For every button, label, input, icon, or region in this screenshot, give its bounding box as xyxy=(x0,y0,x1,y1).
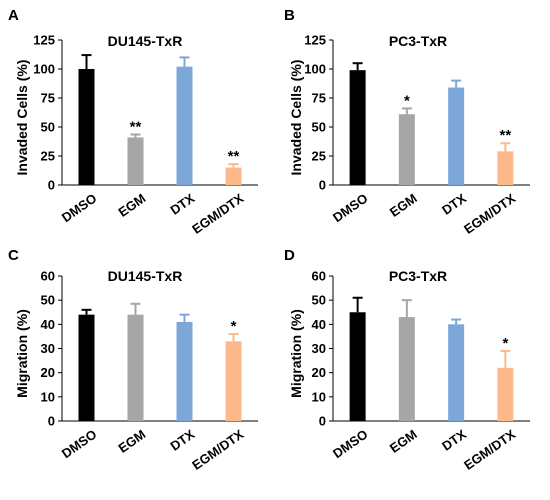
x-tick-label-egm: EGM xyxy=(387,191,420,220)
y-tick-label: 50 xyxy=(41,293,55,308)
y-tick-label: 100 xyxy=(304,62,326,77)
panel-d: D PC3-TxR Migration (%) 0 10 20 30 40 50 60 DMSO EG… xyxy=(284,247,530,473)
bar-egm xyxy=(127,137,144,185)
x-tick-label-egm: EGM xyxy=(116,191,149,220)
y-axis-label: Invaded Cells (%) xyxy=(288,60,304,176)
bar-dmso xyxy=(78,69,95,185)
x-tick-label-egm: EGM xyxy=(387,427,420,456)
x-tick-label-egm: EGM xyxy=(116,427,149,456)
panel-letter: B xyxy=(284,7,295,24)
chart-title: DU145-TxR xyxy=(108,33,183,49)
x-tick-label-egm-dtx: EGM/DTX xyxy=(461,426,518,472)
y-tick-label: 0 xyxy=(48,414,55,429)
y-tick-label: 50 xyxy=(312,293,326,308)
bar-dtx xyxy=(448,87,465,185)
y-axis-label: Migration (%) xyxy=(14,309,30,398)
y-tick-label: 30 xyxy=(312,341,326,356)
y-tick-label: 75 xyxy=(312,91,326,106)
panel-letter: C xyxy=(8,247,19,264)
bar-dmso xyxy=(349,70,366,185)
y-tick-label: 50 xyxy=(41,120,55,135)
bar-egm-dtx xyxy=(225,167,242,185)
panel-b: B PC3-TxR Invaded Cells (%) 0 25 50 75 100 125 DM… xyxy=(284,7,530,237)
chart-title: PC3-TxR xyxy=(389,33,447,49)
y-tick-label: 10 xyxy=(312,389,326,404)
y-axis-label: Migration (%) xyxy=(288,309,304,398)
y-tick-label: 25 xyxy=(312,149,326,164)
y-tick-label: 125 xyxy=(304,33,326,48)
panel-a: A DU145-TxR Invaded Cells (%) 0 25 50 75 100 125… xyxy=(8,7,258,237)
y-tick-label: 40 xyxy=(41,317,55,332)
bar-egm xyxy=(398,317,415,421)
y-tick-label: 75 xyxy=(41,91,55,106)
bar-egm-dtx xyxy=(497,367,514,421)
x-tick-label-dmso: DMSO xyxy=(330,191,371,226)
y-tick-label: 100 xyxy=(33,62,55,77)
panel-c: C DU145-TxR Migration (%) 0 10 20 30 40 50 60 DMSO… xyxy=(8,247,258,473)
x-tick-label-dmso: DMSO xyxy=(59,191,100,226)
y-axis-label: Invaded Cells (%) xyxy=(14,60,30,176)
bar-egm xyxy=(398,114,415,185)
significance-marker: * xyxy=(231,318,237,335)
panel-letter: D xyxy=(284,247,295,264)
y-tick-label: 40 xyxy=(312,317,326,332)
y-tick-label: 0 xyxy=(319,178,326,193)
bar-dmso xyxy=(349,312,366,421)
y-tick-label: 25 xyxy=(41,149,55,164)
x-tick-label-dmso: DMSO xyxy=(59,427,100,462)
chart-title: DU145-TxR xyxy=(108,268,183,284)
bar-egm-dtx xyxy=(497,151,514,185)
bar-dtx xyxy=(176,321,193,421)
y-tick-label: 20 xyxy=(41,365,55,380)
x-tick-label-egm-dtx: EGM/DTX xyxy=(461,190,518,236)
y-tick-label: 60 xyxy=(41,269,55,284)
y-tick-label: 60 xyxy=(312,269,326,284)
y-tick-label: 10 xyxy=(41,389,55,404)
bar-dmso xyxy=(78,314,95,421)
x-tick-label-dmso: DMSO xyxy=(330,427,371,462)
y-tick-label: 30 xyxy=(41,341,55,356)
significance-marker: ** xyxy=(130,119,142,136)
chart-title: PC3-TxR xyxy=(389,268,447,284)
significance-marker: ** xyxy=(500,127,512,144)
y-tick-label: 0 xyxy=(48,178,55,193)
bar-dtx xyxy=(176,66,193,185)
x-tick-label-dtx: DTX xyxy=(167,426,197,453)
y-tick-label: 0 xyxy=(319,414,326,429)
panel-letter: A xyxy=(8,7,19,24)
y-tick-label: 125 xyxy=(33,33,55,48)
x-tick-label-dtx: DTX xyxy=(439,426,469,453)
bar-egm-dtx xyxy=(225,341,242,421)
y-tick-label: 50 xyxy=(312,120,326,135)
significance-marker: * xyxy=(502,335,508,352)
y-tick-label: 20 xyxy=(312,365,326,380)
significance-marker: ** xyxy=(228,148,240,165)
bar-egm xyxy=(127,314,144,421)
bar-dtx xyxy=(448,324,465,421)
significance-marker: * xyxy=(404,92,410,109)
x-tick-label-dtx: DTX xyxy=(167,190,197,217)
x-tick-label-egm-dtx: EGM/DTX xyxy=(189,190,246,236)
x-tick-label-egm-dtx: EGM/DTX xyxy=(189,426,246,472)
x-tick-label-dtx: DTX xyxy=(439,190,469,217)
